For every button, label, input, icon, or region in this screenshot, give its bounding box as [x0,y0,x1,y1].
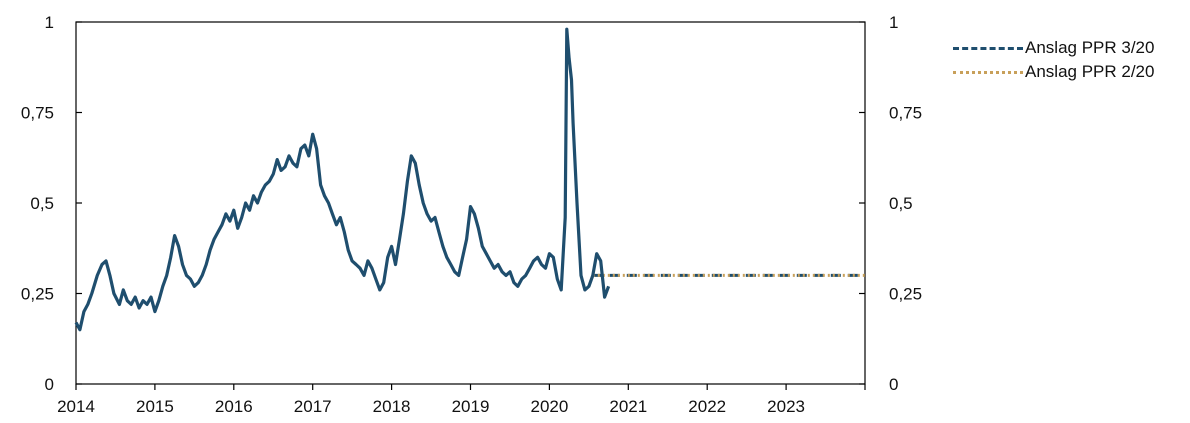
x-tick-label: 2018 [373,397,411,416]
x-tick-label: 2019 [452,397,490,416]
legend: Anslag PPR 3/20 Anslag PPR 2/20 [953,36,1154,84]
left-y-tick-label: 0,5 [30,194,54,213]
legend-label-ppr-2-20: Anslag PPR 2/20 [1025,62,1155,81]
right-y-tick-label: 0,25 [889,285,922,304]
left-y-axis-ticks: 0 0,25 0,5 0,75 1 [21,13,82,394]
series-historical [74,27,611,332]
x-tick-label: 2016 [215,397,253,416]
plot-frame [75,21,866,385]
series-layer [74,27,865,332]
right-y-tick-label: 0,75 [889,104,922,123]
x-tick-label: 2015 [136,397,174,416]
x-tick-label: 2014 [57,397,95,416]
x-tick-label: 2023 [767,397,805,416]
x-tick-label: 2017 [294,397,332,416]
legend-swatch-dashed [953,46,1023,50]
left-y-tick-label: 0,25 [21,285,54,304]
right-y-tick-label: 1 [889,13,898,32]
left-y-tick-label: 0 [45,375,54,394]
x-axis-ticks: 2014 2015 2016 2017 2018 2019 2020 2021 2022 2023 [57,384,866,416]
legend-swatch-dotted [953,70,1023,74]
x-tick-label: 2020 [530,397,568,416]
right-y-axis-ticks: 0 0,25 0,5 0,75 1 [859,13,922,394]
left-y-tick-label: 0,75 [21,104,54,123]
x-tick-label: 2022 [688,397,726,416]
right-y-tick-label: 0 [889,375,898,394]
left-y-tick-label: 1 [45,13,54,32]
legend-item-ppr-3-20: Anslag PPR 3/20 [953,36,1154,60]
legend-label-ppr-3-20: Anslag PPR 3/20 [1025,38,1155,57]
legend-item-ppr-2-20: Anslag PPR 2/20 [953,60,1154,84]
x-tick-label: 2021 [609,397,647,416]
right-y-tick-label: 0,5 [889,194,913,213]
